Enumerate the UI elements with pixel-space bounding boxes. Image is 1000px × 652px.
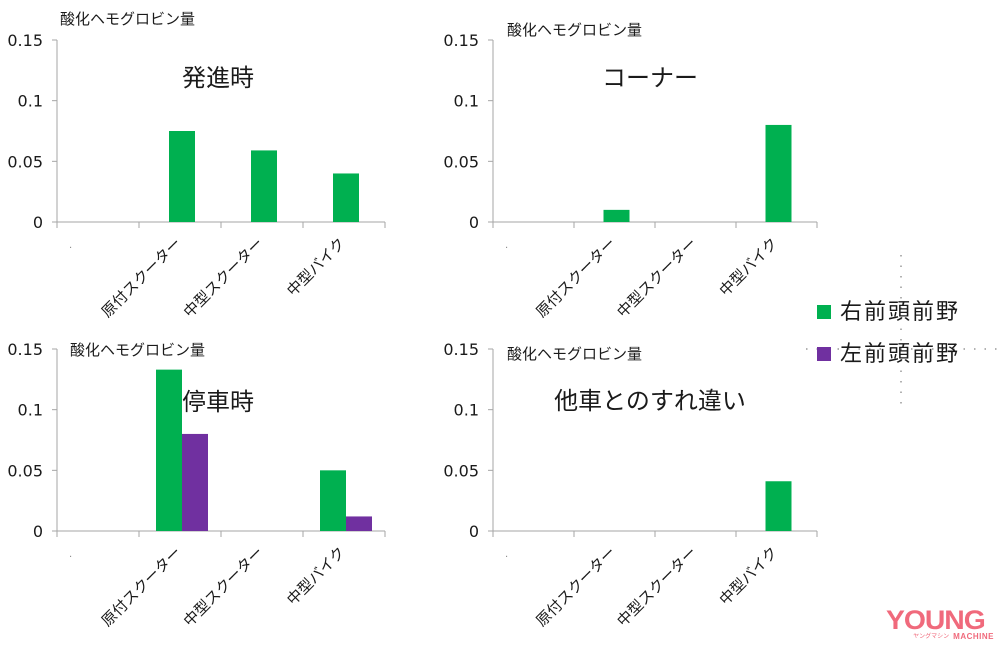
- y-tick-label: 0.1: [18, 401, 43, 420]
- logo-main-text: YOUNG: [886, 605, 986, 635]
- y-tick-label: 0.1: [454, 92, 479, 111]
- bar-right-prefrontal: [169, 131, 195, 222]
- y-tick-label: 0.1: [18, 92, 43, 111]
- legend-label: 左前頭前野: [840, 342, 960, 367]
- y-tick-label: 0: [469, 522, 479, 541]
- y-tick-label: 0: [469, 213, 479, 232]
- y-tick-label: 0.15: [443, 31, 479, 50]
- logo-sub-text: MACHINE: [953, 632, 994, 641]
- x-category-label: 中型スクーター: [180, 234, 267, 321]
- y-tick-label: 0: [33, 522, 43, 541]
- bar-right-prefrontal: [320, 470, 346, 531]
- y-tick-label: 0.05: [7, 461, 43, 480]
- blank-category-marker: .: [69, 549, 72, 560]
- chart-title: 停車時: [182, 388, 254, 416]
- chart-title: 発進時: [182, 64, 254, 92]
- y-axis-label: 酸化ヘモグロビン量: [70, 341, 205, 359]
- blank-category-marker: .: [69, 240, 72, 251]
- y-tick-label: 0.05: [443, 152, 479, 171]
- y-axis-label: 酸化ヘモグロビン量: [507, 345, 642, 363]
- bar-right-prefrontal: [333, 173, 359, 222]
- y-axis-label: 酸化ヘモグロビン量: [507, 21, 642, 39]
- x-category-label: 原付スクーター: [98, 234, 185, 321]
- blank-category-marker: .: [505, 549, 508, 560]
- x-category-label: 中型バイク: [716, 543, 782, 609]
- y-tick-label: 0.15: [7, 31, 43, 50]
- blank-category-marker: .: [505, 240, 508, 251]
- legend-swatch-icon: [817, 305, 831, 319]
- x-category-label: 中型スクーター: [180, 543, 267, 630]
- x-category-label: 中型バイク: [283, 234, 349, 300]
- y-tick-label: 0.05: [443, 461, 479, 480]
- legend-label: 右前頭前野: [840, 300, 960, 325]
- young-machine-logo: YOUNG ヤングマシン MACHINE: [886, 607, 994, 644]
- bar-right-prefrontal: [156, 369, 182, 531]
- bar-left-prefrontal: [182, 433, 208, 531]
- chart-title: 他車とのすれ違い: [554, 387, 746, 415]
- y-tick-label: 0.15: [7, 340, 43, 359]
- x-category-label: 中型バイク: [283, 543, 349, 609]
- logo-kana-text: ヤングマシン: [913, 634, 950, 640]
- x-category-label: 原付スクーター: [532, 543, 619, 630]
- bar-left-prefrontal: [346, 516, 372, 531]
- y-axis-label: 酸化ヘモグロビン量: [60, 10, 195, 28]
- bar-right-prefrontal: [765, 124, 792, 222]
- y-tick-label: 0: [33, 213, 43, 232]
- x-category-label: 中型バイク: [716, 234, 782, 300]
- y-tick-label: 0.05: [7, 152, 43, 171]
- chart-title: コーナー: [602, 64, 698, 92]
- x-category-label: 中型スクーター: [613, 234, 700, 321]
- x-category-label: 原付スクーター: [98, 543, 185, 630]
- bar-right-prefrontal: [603, 209, 630, 222]
- bar-right-prefrontal: [251, 150, 277, 222]
- x-category-label: 中型スクーター: [613, 543, 700, 630]
- x-category-label: 原付スクーター: [532, 234, 619, 321]
- bar-right-prefrontal: [765, 481, 792, 531]
- legend-swatch-icon: [817, 347, 831, 361]
- y-tick-label: 0.15: [443, 340, 479, 359]
- y-tick-label: 0.1: [454, 401, 479, 420]
